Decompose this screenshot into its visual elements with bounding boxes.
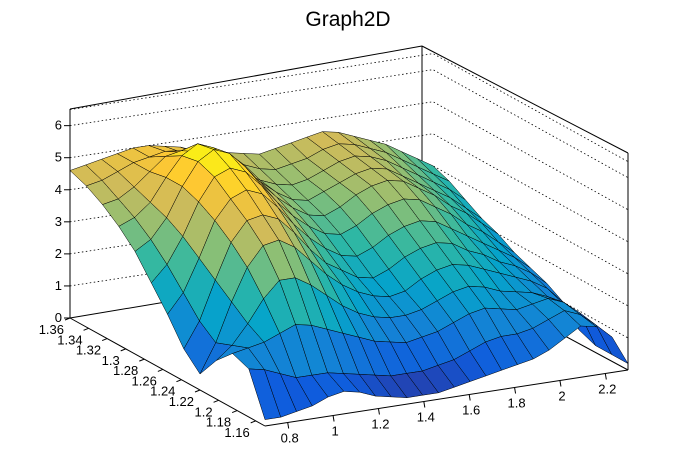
y-tick-mark [64, 317, 71, 321]
x-tick-mark [423, 401, 426, 408]
x-tick-label: 2 [558, 389, 565, 404]
z-tick-label: 3 [55, 214, 62, 229]
y-tick-label: 1.36 [39, 322, 64, 337]
y-tick-mark [176, 379, 182, 383]
z-tick-label: 0 [55, 310, 62, 325]
y-tick-label: 1.18 [206, 415, 231, 430]
y-tick-label: 1.24 [150, 384, 175, 399]
z-tick-label: 1 [55, 278, 62, 293]
y-tick-label: 1.22 [169, 394, 194, 409]
y-tick-mark [194, 389, 201, 393]
y-tick-mark [101, 338, 108, 342]
y-tick-mark [231, 410, 238, 414]
y-tick-label: 1.26 [132, 373, 157, 388]
z-tick-label: 5 [55, 150, 62, 165]
y-tick-label: 1.34 [57, 332, 82, 347]
x-tick-label: 1.6 [462, 403, 480, 418]
x-tick-mark [332, 415, 335, 422]
y-tick-label: 1.32 [76, 343, 101, 358]
z-tick-label: 4 [55, 182, 62, 197]
front-frame [69, 317, 629, 427]
x-tick-mark [604, 373, 607, 380]
surface-cell [595, 324, 629, 365]
y-tick-mark [157, 368, 164, 372]
x-tick-mark [377, 408, 380, 415]
y-tick-mark [250, 420, 256, 424]
x-tick-label: 1 [331, 424, 338, 439]
y-tick-label: 1.16 [224, 425, 249, 440]
y-tick-label: 1.2 [194, 404, 212, 419]
z-tick-label: 6 [55, 118, 62, 133]
x-tick-label: 2.2 [598, 382, 616, 397]
y-tick-mark [139, 358, 145, 362]
x-tick-label: 0.8 [281, 431, 299, 446]
surface-mesh [69, 131, 629, 420]
x-tick-mark [514, 387, 517, 394]
x-tick-mark [559, 380, 562, 387]
y-tick-mark [83, 327, 89, 331]
z-tick-label: 2 [55, 246, 62, 261]
y-tick-mark [120, 348, 126, 352]
x-tick-mark [287, 422, 290, 429]
y-tick-mark [213, 399, 219, 403]
x-tick-label: 1.4 [417, 410, 435, 425]
y-tick-label: 1.28 [113, 363, 138, 378]
y-tick-label: 1.3 [102, 353, 120, 368]
chart-title: Graph2D [305, 8, 390, 31]
x-tick-mark [468, 394, 471, 401]
x-tick-label: 1.2 [371, 417, 389, 432]
x-tick-label: 1.8 [508, 396, 526, 411]
